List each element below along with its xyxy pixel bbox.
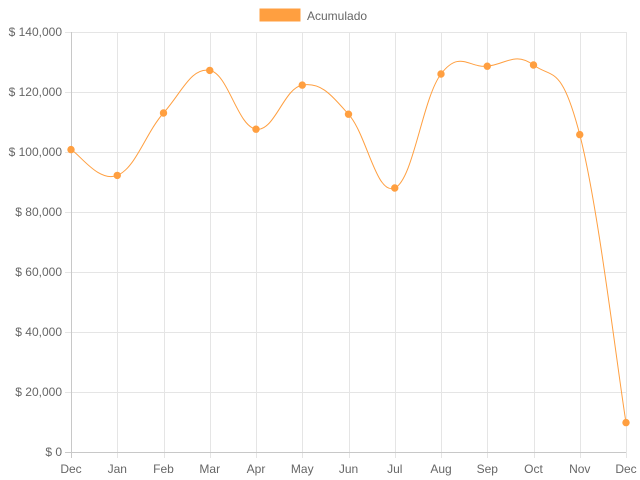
data-point-6[interactable] [344,110,353,118]
data-point-8[interactable] [437,70,445,78]
x-tick-label: Jan [108,462,127,476]
data-point-11[interactable] [576,130,584,139]
y-tick-label: $ 60,000 [15,265,62,279]
legend-swatch[interactable] [259,8,301,22]
data-point-1[interactable] [113,171,121,180]
x-tick-label: Jun [339,462,358,476]
y-tick-label: $ 20,000 [15,385,62,399]
data-point-12[interactable] [622,418,630,427]
x-tick-label: Oct [524,462,543,476]
data-point-0[interactable] [67,145,75,154]
series-line-acumulado [70,58,627,423]
x-tick-label: Apr [247,462,266,476]
y-tick-label: $ 0 [45,445,62,459]
x-tick-label: May [291,462,314,476]
y-tick-label: $ 40,000 [15,325,62,339]
legend[interactable]: Acumulado [259,8,367,23]
data-point-7[interactable] [391,184,399,192]
y-axis-tick-labels: $ 0 $ 20,000 $ 40,000 $ 60,000 $ 80,000 $ 100… [9,25,63,459]
x-tick-label: Mar [199,462,220,476]
x-tick-label: Jul [387,462,402,476]
y-tick-label: $ 120,000 [9,85,63,99]
y-tick-label: $ 80,000 [15,205,62,219]
y-tick-label: $ 100,000 [9,145,63,159]
data-point-9[interactable] [483,62,491,70]
legend-label-acumulado[interactable]: Acumulado [307,9,367,23]
data-point-10[interactable] [529,61,538,69]
x-tick-label: Aug [430,462,451,476]
data-points [67,61,630,427]
data-point-4[interactable] [252,125,260,133]
series-lines [70,58,627,423]
data-point-2[interactable] [159,109,168,117]
x-tick-label: Sep [477,462,499,476]
axes [71,32,626,453]
x-tick-label: Nov [569,462,590,476]
x-tick-label: Feb [153,462,174,476]
x-tick-label: Dec [60,462,81,476]
data-point-3[interactable] [206,66,214,75]
x-tick-label: Dec [615,462,636,476]
grid [65,32,627,458]
y-tick-label: $ 140,000 [9,25,63,39]
data-point-5[interactable] [298,81,306,89]
x-axis-tick-labels: Dec Jan Feb Mar Apr May Jun Jul Aug Sep Oct Nov Dec [60,462,636,476]
